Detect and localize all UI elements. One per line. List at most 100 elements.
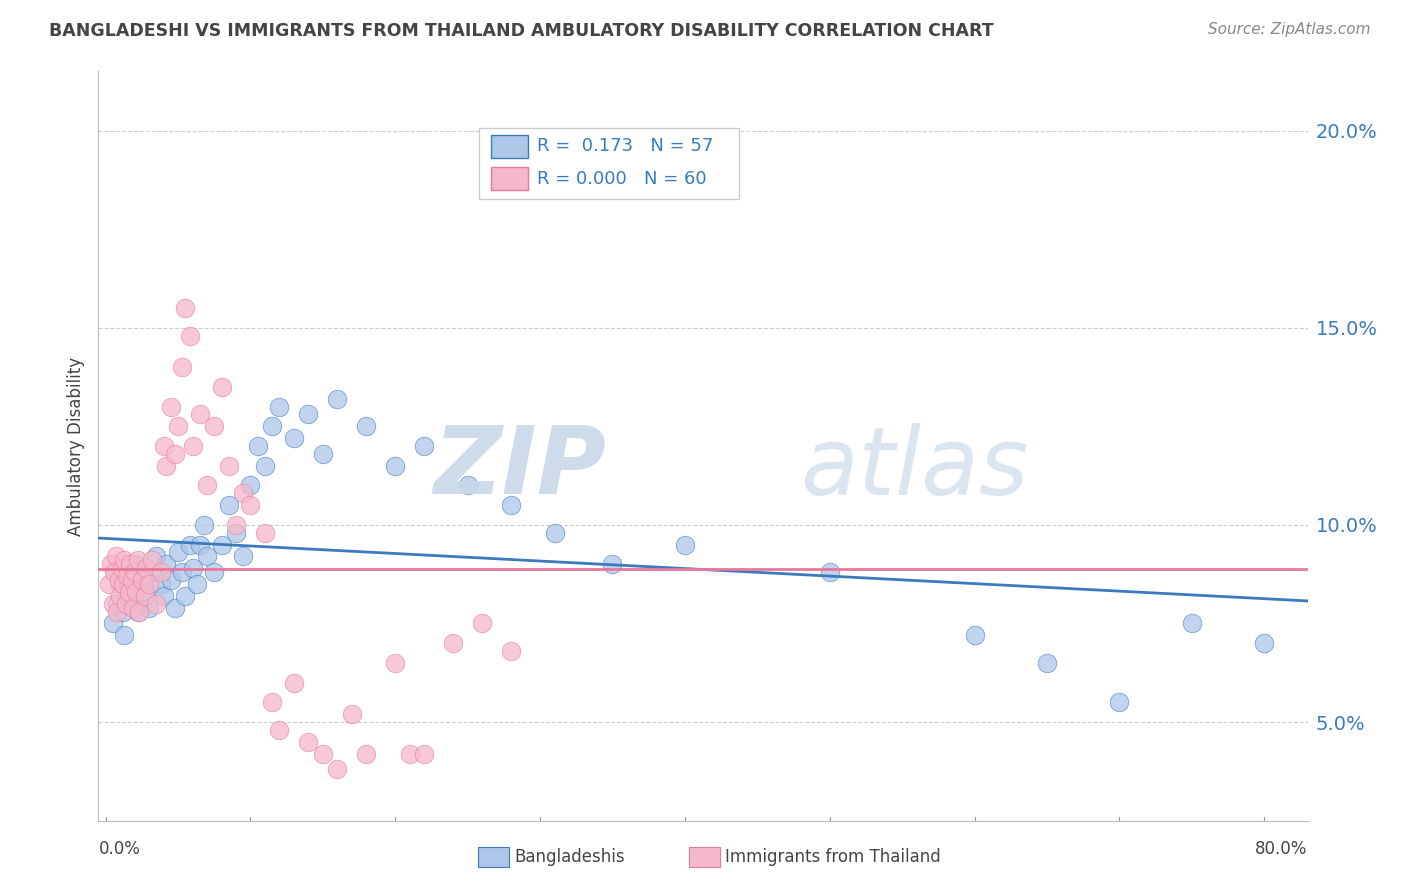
- Point: [155, 458, 177, 473]
- Point: [172, 565, 194, 579]
- FancyBboxPatch shape: [492, 168, 527, 190]
- Point: [149, 565, 172, 579]
- Point: [195, 478, 218, 492]
- Point: [134, 585, 156, 599]
- Point: [218, 458, 240, 473]
- Point: [312, 747, 335, 761]
- Point: [501, 644, 523, 658]
- Point: [413, 747, 436, 761]
- Point: [202, 565, 225, 579]
- Point: [602, 558, 624, 572]
- Point: [211, 538, 233, 552]
- Point: [134, 589, 156, 603]
- Text: Immigrants from Thailand: Immigrants from Thailand: [725, 848, 941, 866]
- Point: [155, 558, 177, 572]
- Point: [225, 517, 247, 532]
- Text: R =  0.173   N = 57: R = 0.173 N = 57: [537, 137, 714, 155]
- Point: [457, 478, 479, 492]
- Point: [145, 597, 167, 611]
- Point: [384, 656, 406, 670]
- Point: [118, 577, 141, 591]
- Point: [269, 723, 291, 737]
- Point: [114, 553, 136, 567]
- Point: [101, 597, 124, 611]
- Point: [118, 585, 141, 599]
- Point: [673, 538, 696, 552]
- Point: [326, 763, 349, 777]
- Point: [172, 360, 194, 375]
- Point: [141, 553, 163, 567]
- Point: [188, 538, 211, 552]
- Point: [501, 498, 523, 512]
- Point: [149, 577, 172, 591]
- Point: [104, 549, 127, 564]
- Point: [131, 573, 153, 587]
- Point: [1036, 656, 1059, 670]
- Point: [174, 589, 197, 603]
- Point: [181, 561, 204, 575]
- Text: 0.0%: 0.0%: [98, 840, 141, 858]
- Point: [152, 439, 174, 453]
- FancyBboxPatch shape: [492, 135, 527, 158]
- Point: [186, 577, 208, 591]
- Point: [103, 565, 125, 579]
- Text: ZIP: ZIP: [433, 423, 606, 515]
- Point: [202, 419, 225, 434]
- Point: [398, 747, 420, 761]
- Point: [117, 569, 139, 583]
- Point: [269, 400, 291, 414]
- Point: [179, 328, 201, 343]
- Point: [114, 628, 136, 642]
- Point: [326, 392, 349, 406]
- Point: [159, 400, 181, 414]
- Point: [262, 695, 284, 709]
- Point: [145, 549, 167, 564]
- Point: [232, 486, 254, 500]
- Point: [253, 458, 276, 473]
- Point: [218, 498, 240, 512]
- Point: [312, 447, 335, 461]
- Text: BANGLADESHI VS IMMIGRANTS FROM THAILAND AMBULATORY DISABILITY CORRELATION CHART: BANGLADESHI VS IMMIGRANTS FROM THAILAND …: [49, 22, 994, 40]
- Text: 80.0%: 80.0%: [1256, 840, 1308, 858]
- Point: [131, 569, 153, 583]
- Point: [239, 478, 262, 492]
- Point: [110, 561, 132, 575]
- Point: [141, 565, 163, 579]
- Point: [127, 605, 149, 619]
- Point: [179, 538, 201, 552]
- Point: [127, 553, 149, 567]
- Point: [356, 747, 378, 761]
- Point: [105, 605, 128, 619]
- Point: [211, 380, 233, 394]
- Point: [128, 605, 150, 619]
- Point: [1253, 636, 1275, 650]
- Point: [246, 439, 269, 453]
- Point: [297, 735, 319, 749]
- Point: [167, 419, 190, 434]
- Point: [232, 549, 254, 564]
- Text: Bangladeshis: Bangladeshis: [515, 848, 626, 866]
- Point: [101, 616, 124, 631]
- Point: [963, 628, 986, 642]
- Text: Source: ZipAtlas.com: Source: ZipAtlas.com: [1208, 22, 1371, 37]
- Point: [413, 439, 436, 453]
- Point: [165, 600, 187, 615]
- Point: [818, 565, 841, 579]
- Point: [340, 707, 363, 722]
- Point: [121, 573, 143, 587]
- Y-axis label: Ambulatory Disability: Ambulatory Disability: [66, 357, 84, 535]
- Point: [253, 525, 276, 540]
- Point: [117, 597, 139, 611]
- Point: [181, 439, 204, 453]
- Point: [138, 600, 160, 615]
- Point: [283, 431, 305, 445]
- Point: [297, 408, 319, 422]
- Point: [100, 558, 122, 572]
- Point: [115, 597, 138, 611]
- Point: [1108, 695, 1130, 709]
- Point: [195, 549, 218, 564]
- Point: [97, 577, 120, 591]
- Point: [283, 675, 305, 690]
- Point: [165, 447, 187, 461]
- Text: atlas: atlas: [800, 423, 1028, 514]
